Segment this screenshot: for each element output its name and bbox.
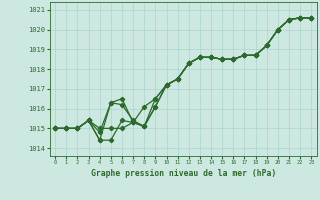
X-axis label: Graphe pression niveau de la mer (hPa): Graphe pression niveau de la mer (hPa): [91, 169, 276, 178]
